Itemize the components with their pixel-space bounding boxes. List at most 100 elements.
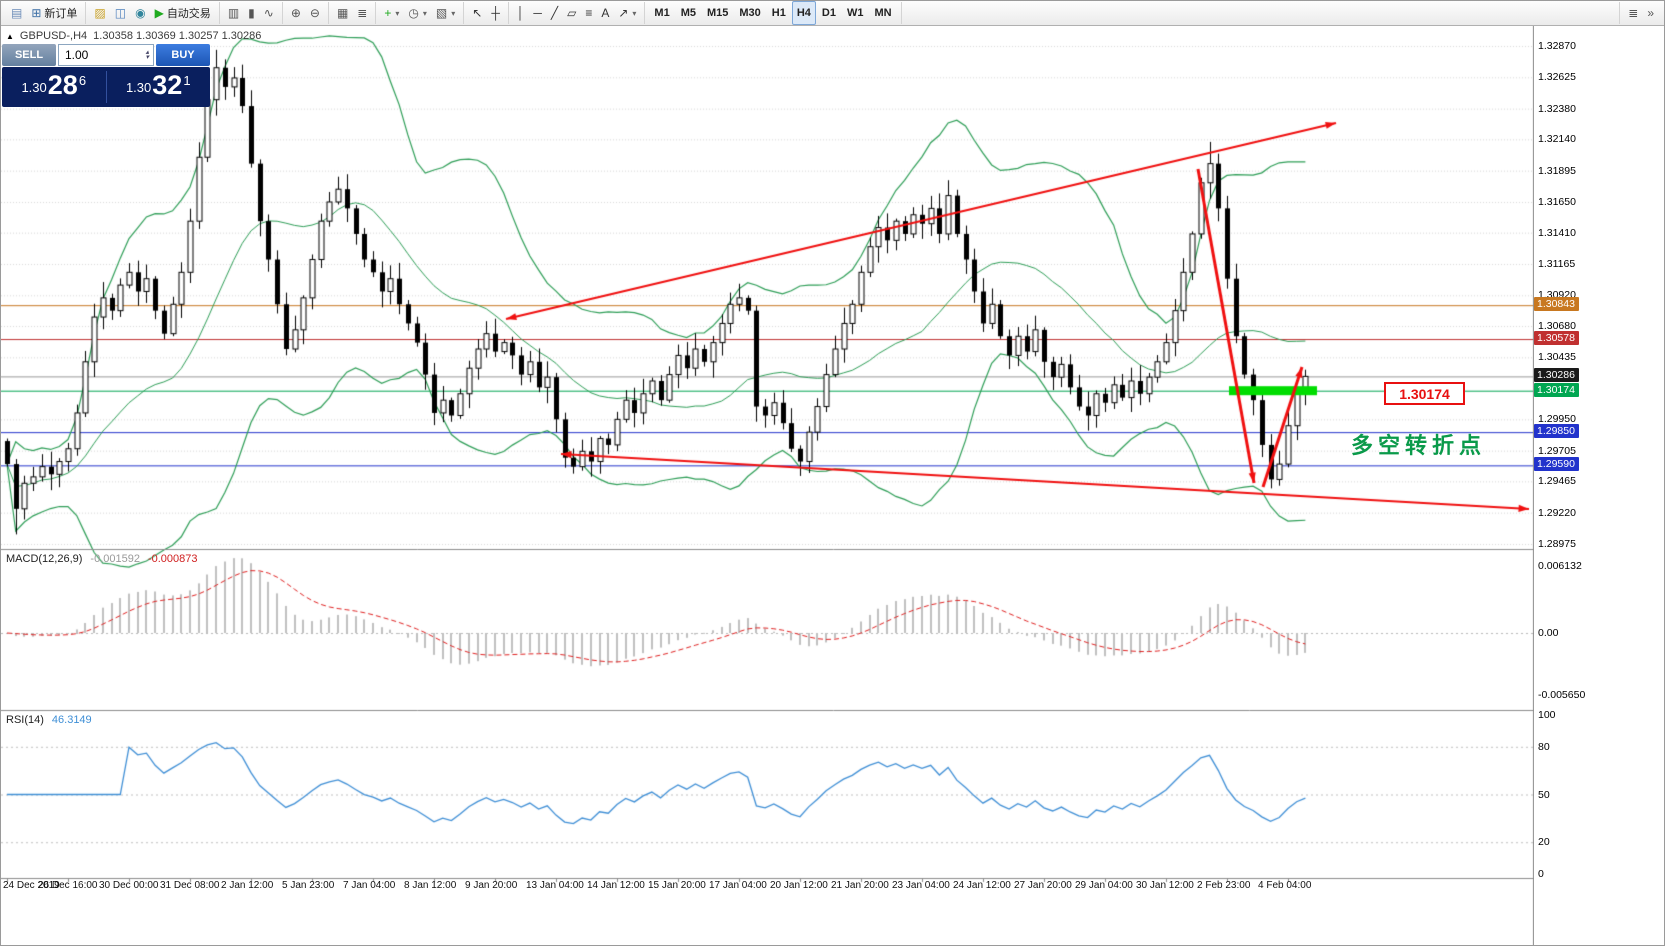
timeframe-h4-button[interactable]: H4: [791, 1, 816, 25]
buy-price-display[interactable]: 1.30 32 1: [107, 69, 211, 103]
indicator-list-button[interactable]: ≣: [353, 1, 371, 25]
cursor-button[interactable]: ↖: [468, 1, 486, 25]
spinner-down-icon[interactable]: ▾: [145, 54, 149, 61]
price-tick-label: 1.31650: [1538, 195, 1576, 208]
horizontal-line-button[interactable]: ─: [529, 1, 546, 25]
candlestick-chart-button[interactable]: ▮: [244, 1, 259, 25]
timeframe-m1-button[interactable]: M1: [649, 1, 674, 25]
sell-button[interactable]: SELL: [2, 44, 56, 66]
price-marker-label: 1.29590: [1534, 457, 1579, 472]
market-watch-button[interactable]: ◉: [131, 1, 149, 25]
symbol-name: GBPUSD-,H4: [19, 30, 88, 42]
timeframe-mn-button[interactable]: MN: [869, 1, 896, 25]
symbol-info: ▲ GBPUSD-,H4 1.30358 1.30369 1.30257 1.3…: [6, 30, 261, 42]
price-level-annotation[interactable]: 1.30174: [1384, 382, 1465, 405]
chart-type-group: ▥ ▮ ∿: [220, 2, 283, 24]
templates-button[interactable]: ▧ ▾: [432, 1, 459, 25]
time-tick-label: 20 Jan 12:00: [770, 880, 828, 891]
dropdown-caret-icon[interactable]: ▾: [422, 8, 427, 18]
trendline-icon: ╱: [550, 6, 559, 20]
bar-chart-button[interactable]: ▥: [224, 1, 243, 25]
data-folder-button[interactable]: ▨: [90, 1, 109, 25]
time-tick-label: 30 Jan 12:00: [1136, 880, 1194, 891]
channel-button[interactable]: ▱: [563, 1, 580, 25]
timeframe-m5-button-label: M5: [680, 7, 696, 19]
price-tick-label: 1.29465: [1538, 475, 1576, 488]
crosshair-button[interactable]: ┼: [487, 1, 504, 25]
text-icon: A: [601, 6, 610, 20]
volume-input[interactable]: 1.00 ▴ ▾: [58, 44, 154, 66]
candlestick-chart-icon: ▮: [248, 6, 255, 20]
zoom-out-button[interactable]: ⊖: [306, 1, 324, 25]
timeframe-w1-button-label: W1: [846, 7, 864, 19]
zoom-in-icon: ⊕: [290, 6, 301, 20]
price-tick-label: 1.30680: [1538, 320, 1576, 332]
zoom-in-button[interactable]: ⊕: [287, 1, 305, 25]
dropdown-caret-icon[interactable]: ▾: [451, 8, 456, 18]
profiles-button[interactable]: ◫: [111, 1, 130, 25]
periods-button[interactable]: ◷ ▾: [404, 1, 431, 25]
draw-objects-group: │ ─ ╱ ▱ ≡ A ↗ ▾: [509, 2, 646, 24]
volume-spinner[interactable]: ▴ ▾: [143, 49, 151, 61]
new-order-icon: ⊞: [31, 6, 42, 20]
indicator-list-icon: ≣: [357, 6, 368, 20]
fibonacci-button[interactable]: ≡: [581, 1, 596, 25]
collapse-panel-icon[interactable]: ▲: [6, 31, 14, 41]
timeframe-d1-button[interactable]: D1: [817, 1, 841, 25]
rsi-name: RSI(14): [6, 714, 44, 726]
timeframe-h1-button[interactable]: H1: [767, 1, 791, 25]
templates-icon: ▧: [435, 6, 448, 20]
tile-windows-icon: ▦: [336, 6, 349, 20]
sell-price-pips: 28: [47, 69, 78, 100]
price-axis[interactable]: 1.32870 1.32625 1.32380 1.32140 1.31895 1.316…: [1534, 25, 1664, 945]
line-chart-button[interactable]: ∿: [260, 1, 278, 25]
price-marker-label: 1.30286: [1534, 368, 1579, 383]
dropdown-caret-icon[interactable]: ▾: [632, 8, 637, 18]
rsi-axis-label: 80: [1538, 740, 1550, 753]
dropdown-caret-icon[interactable]: ▾: [395, 8, 400, 18]
zoom-out-icon: ⊖: [309, 6, 320, 20]
auto-trading-button[interactable]: ▶ 自动交易: [151, 1, 215, 25]
timeframe-m15-button-label: M15: [706, 7, 729, 19]
price-chart-canvas[interactable]: [1, 25, 1664, 945]
buy-price-pips: 32: [152, 69, 183, 100]
sell-price-display[interactable]: 1.30 28 6: [2, 69, 106, 103]
price-tick-label: 1.32380: [1538, 102, 1576, 115]
time-axis[interactable]: 24 Dec 2019 26 Dec 16:00 30 Dec 00:00 31 De…: [1, 880, 1533, 896]
turning-point-annotation[interactable]: 多空转折点: [1351, 433, 1487, 458]
rsi-axis-label: 100: [1538, 709, 1556, 721]
timeframe-w1-button[interactable]: W1: [842, 1, 869, 25]
one-click-price-row: 1.30 28 6 1.30 32 1: [2, 67, 210, 107]
time-tick-label: 2 Feb 23:00: [1197, 880, 1251, 891]
timeframe-mn-button-label: MN: [874, 7, 892, 19]
price-tick-label: 1.31895: [1538, 164, 1576, 177]
chart-window-button[interactable]: ▤: [7, 1, 26, 25]
arrows-tool-button[interactable]: ↗ ▾: [614, 1, 640, 25]
windows-group: ▦ ≣: [329, 1, 377, 25]
price-divider: [105, 71, 107, 103]
spinner-up-icon[interactable]: ▴: [145, 49, 149, 56]
window-list-button[interactable]: ≣: [1624, 1, 1642, 25]
tile-windows-button[interactable]: ▦: [333, 1, 352, 25]
time-tick-label: 2 Jan 12:00: [221, 880, 274, 891]
more-tools-button[interactable]: »: [1643, 1, 1658, 25]
market-watch-icon: ◉: [135, 6, 146, 20]
macd-main-value: -0.001592: [90, 553, 140, 565]
trendline-button[interactable]: ╱: [547, 1, 562, 25]
new-order-button[interactable]: ⊞ 新订单: [27, 1, 81, 25]
bar-chart-icon: ▥: [227, 6, 240, 20]
vertical-line-button[interactable]: │: [513, 1, 529, 25]
channel-icon: ▱: [567, 6, 577, 20]
time-tick-label: 9 Jan 20:00: [465, 880, 518, 891]
timeframe-m15-button[interactable]: M15: [702, 1, 733, 25]
timeframe-m5-button[interactable]: M5: [676, 1, 701, 25]
rsi-axis-label: 50: [1538, 788, 1550, 801]
time-tick-label: 7 Jan 04:00: [343, 880, 396, 891]
add-indicator-button[interactable]: + ▾: [380, 1, 403, 25]
price-tick-label: 1.31410: [1538, 226, 1576, 239]
buy-button[interactable]: BUY: [156, 44, 210, 66]
timeframe-m30-button[interactable]: M30: [734, 1, 765, 25]
text-button[interactable]: A: [597, 1, 613, 25]
time-tick-label: 29 Jan 04:00: [1075, 880, 1133, 891]
